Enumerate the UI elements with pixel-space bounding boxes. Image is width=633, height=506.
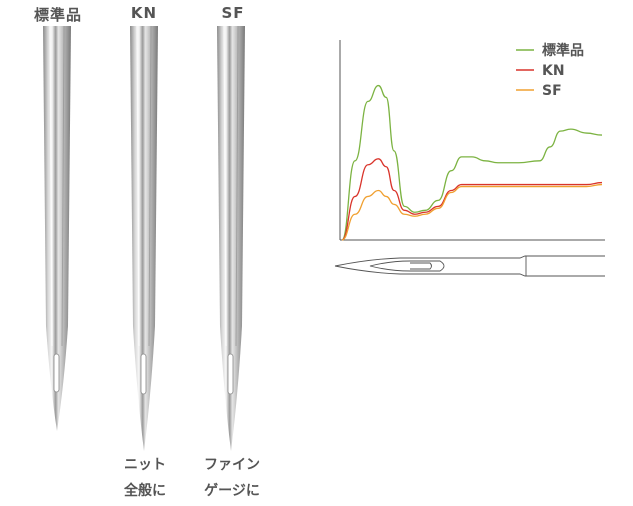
caption-sf-line2: ゲージに	[204, 483, 260, 499]
penetration-force-chart: 標準品 KN SF	[334, 40, 605, 277]
legend-label-2: SF	[542, 83, 562, 99]
series-line-1	[341, 158, 603, 241]
needle-label-kn: KN	[130, 4, 158, 22]
caption-kn-line1: ニット	[124, 457, 166, 473]
legend-label-1: KN	[542, 63, 565, 79]
series-line-0	[341, 84, 603, 241]
needle-kn-illustration	[130, 26, 158, 451]
caption-sf-line1: ファイン	[204, 457, 260, 473]
caption-kn: ニット 全般に	[105, 452, 185, 504]
needle-sf-illustration	[217, 26, 245, 451]
needle-label-sf: SF	[221, 4, 245, 22]
legend-label-0: 標準品	[542, 42, 584, 59]
caption-kn-line2: 全般に	[124, 483, 166, 499]
needle-profile-illustration	[334, 255, 605, 277]
caption-sf: ファイン ゲージに	[192, 452, 272, 504]
needle-label-standard: 標準品	[33, 6, 82, 24]
series-line-2	[341, 183, 603, 241]
needle-standard-illustration	[43, 26, 71, 431]
